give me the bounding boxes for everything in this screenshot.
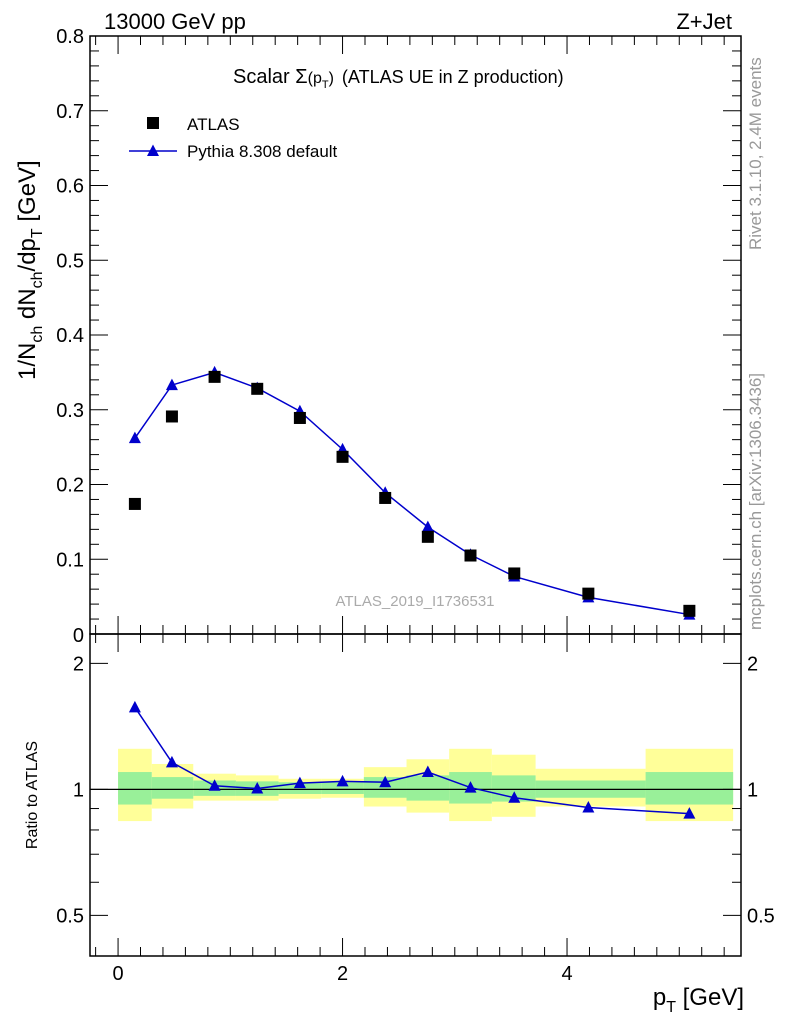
main-title: Scalar Σ(pT) (ATLAS UE in Z production) <box>233 66 564 91</box>
ratio-y-axis-label: Ratio to ATLAS <box>24 741 41 849</box>
ratio-x-tick-labels: 0 2 4 <box>112 963 572 985</box>
ratio-inner-band <box>645 772 734 805</box>
main-pythia-point <box>128 431 141 444</box>
ratio-pythia-point <box>251 781 264 794</box>
main-y-tick-label: 0.5 <box>56 250 84 272</box>
ratio-pythia-point <box>683 807 696 819</box>
main-panel: Scalar Σ(pT) (ATLAS UE in Z production) 1… <box>14 26 742 647</box>
main-y-tick-label: 0.2 <box>56 475 84 497</box>
ratio-pythia-line <box>134 706 690 815</box>
main-atlas-point <box>208 370 221 383</box>
ratio-pythia-point <box>293 776 306 789</box>
x-tick-label: 4 <box>561 963 572 985</box>
ratio-inner-band <box>151 777 194 799</box>
mcplots-label: mcplots.cern.ch [arXiv:1306.3436] <box>746 373 765 630</box>
legend-atlas-marker <box>147 117 159 129</box>
main-atlas-point <box>379 491 392 504</box>
header-process-label: Z+Jet <box>676 9 732 34</box>
main-ticks <box>90 36 741 634</box>
ratio-y-tick-labels-right: 0.5 1 2 <box>747 653 775 927</box>
main-y-tick-label: 0.4 <box>56 325 84 347</box>
x-tick-label: 2 <box>337 963 348 985</box>
ratio-y-tick-label: 2 <box>73 653 84 675</box>
legend: ATLAS Pythia 8.308 default <box>129 115 338 161</box>
main-atlas-point <box>293 411 306 424</box>
main-pythia-line <box>134 371 690 616</box>
ratio-y-tick-label: 1 <box>73 779 84 801</box>
main-atlas-point <box>165 410 178 423</box>
main-atlas-point <box>508 567 521 580</box>
ratio-frame <box>89 633 742 957</box>
ratio-inner-band <box>321 782 364 794</box>
main-y-tick-label: 0.1 <box>56 549 84 571</box>
ratio-pythia-point <box>208 779 221 791</box>
legend-atlas-label: ATLAS <box>187 115 240 134</box>
legend-pythia-marker <box>147 144 159 156</box>
main-y-tick-labels: 0.1 0.2 0.3 0.4 0.5 0.6 0.7 0.8 <box>56 26 84 571</box>
ratio-pythia-point <box>165 755 178 768</box>
main-pythia-point <box>421 520 434 533</box>
ratio-pythia-point <box>379 775 392 788</box>
main-atlas-series <box>128 370 696 617</box>
main-y-zero-label: 0 <box>73 625 84 647</box>
main-pythia-point <box>165 378 178 391</box>
analysis-id-label: ATLAS_2019_I1736531 <box>335 593 494 610</box>
ratio-pythia-point <box>421 765 434 778</box>
ratio-inner-band <box>406 775 450 801</box>
ratio-pythia-series <box>128 700 696 819</box>
ratio-y-tick-labels-left: 0.5 1 2 <box>56 653 84 927</box>
ratio-y-tick-label: 0.5 <box>56 905 84 927</box>
main-y-tick-label: 0.6 <box>56 176 84 198</box>
rivet-version-label: Rivet 3.1.10, 2.4M events <box>746 57 765 250</box>
ratio-uncertainty-bands <box>118 748 734 822</box>
main-atlas-point <box>251 382 264 395</box>
ratio-inner-band <box>118 772 152 805</box>
x-tick-label: 0 <box>112 963 123 985</box>
main-atlas-point <box>421 530 434 543</box>
header-energy-label: 13000 GeV pp <box>104 9 246 34</box>
ratio-y-tick-label-right: 1 <box>747 779 758 801</box>
ratio-pythia-point <box>464 781 477 793</box>
x-axis-label: pT [GeV] <box>653 984 744 1016</box>
ratio-pythia-point <box>336 774 349 787</box>
main-atlas-point <box>683 604 696 617</box>
ratio-pythia-point <box>508 791 521 803</box>
legend-pythia-label: Pythia 8.308 default <box>187 142 338 161</box>
ratio-ticks <box>90 634 741 956</box>
main-atlas-point <box>336 450 349 463</box>
main-y-tick-label: 0.7 <box>56 101 84 123</box>
ratio-pythia-point <box>128 700 141 713</box>
main-pythia-series <box>128 365 696 620</box>
main-y-tick-label: 0.3 <box>56 400 84 422</box>
main-atlas-point <box>128 497 141 510</box>
ratio-panel: Ratio to ATLAS 0.5 1 2 0.5 1 2 0 2 4 pT [GeV] <box>24 633 775 1016</box>
ratio-y-tick-label-right: 0.5 <box>747 905 775 927</box>
main-y-tick-label: 0.8 <box>56 26 84 48</box>
main-y-axis-label: 1/Nch dNch/dpT [GeV] <box>14 160 46 380</box>
main-atlas-point <box>582 587 595 600</box>
ratio-y-tick-label-right: 2 <box>747 653 758 675</box>
main-atlas-point <box>464 549 477 562</box>
ratio-pythia-point <box>582 801 595 813</box>
